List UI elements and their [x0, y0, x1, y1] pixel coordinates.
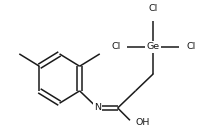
Text: Ge: Ge [147, 42, 160, 51]
Text: N: N [94, 103, 101, 112]
Text: OH: OH [135, 118, 150, 127]
Text: Cl: Cl [149, 4, 158, 13]
Text: Cl: Cl [111, 42, 121, 51]
Text: Cl: Cl [186, 42, 195, 51]
